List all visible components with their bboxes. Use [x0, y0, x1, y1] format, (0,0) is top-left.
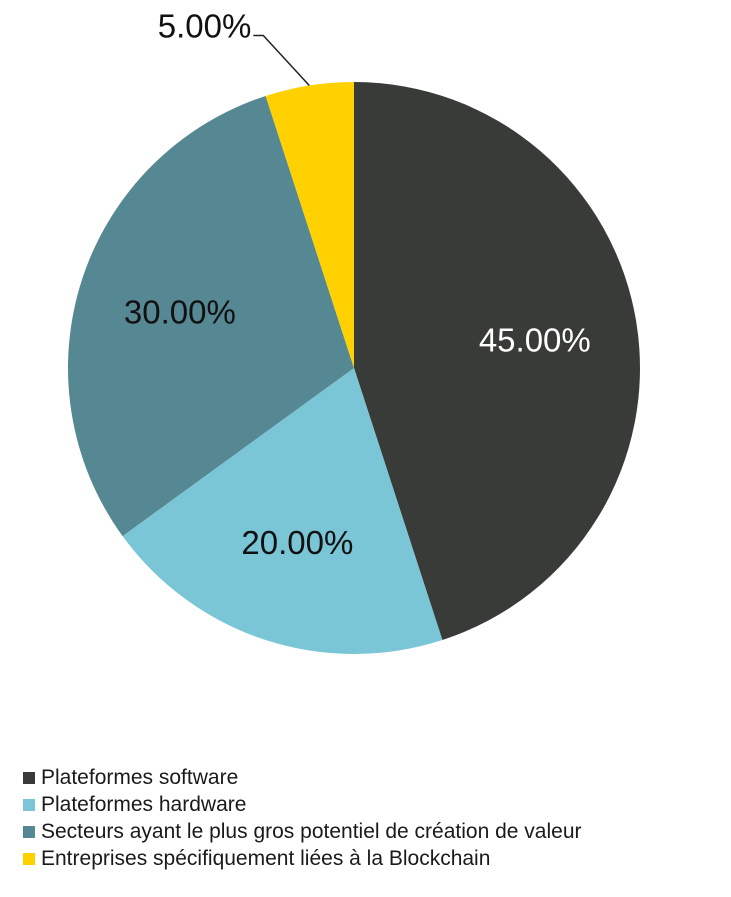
legend-item-software: Plateformes software: [23, 764, 582, 791]
legend-label-software: Plateformes software: [41, 765, 239, 789]
legend-label-hardware: Plateformes hardware: [41, 792, 247, 816]
legend-swatch-secteurs: [23, 825, 35, 838]
data-label-blockchain: 5.00%: [158, 8, 252, 45]
legend-item-secteurs: Secteurs ayant le plus gros potentiel de…: [23, 818, 582, 845]
pie-slice-blockchain: [265, 82, 354, 368]
leader-line-blockchain: [253, 34, 310, 87]
legend-label-secteurs: Secteurs ayant le plus gros potentiel de…: [41, 819, 582, 843]
pie-slice-hardware: [122, 368, 443, 654]
legend-item-hardware: Plateformes hardware: [23, 791, 582, 818]
pie-slice-secteurs: [67, 96, 355, 537]
legend-label-blockchain: Entreprises spécifiquement liées à la Bl…: [41, 846, 491, 870]
data-label-software: 45.00%: [479, 321, 591, 358]
pie-data-labels: 45.00% 20.00% 30.00% 5.00%: [124, 8, 591, 562]
pie-chart: 45.00% 20.00% 30.00% 5.00%: [67, 8, 640, 654]
pie-slices: [67, 82, 640, 654]
pie-slice-software: [354, 82, 640, 640]
legend: Plateformes software Plateformes hardwar…: [23, 764, 582, 872]
legend-swatch-software: [23, 771, 35, 784]
data-label-secteurs: 30.00%: [124, 293, 236, 330]
legend-item-blockchain: Entreprises spécifiquement liées à la Bl…: [23, 845, 582, 872]
legend-swatch-blockchain: [23, 852, 35, 865]
legend-swatch-hardware: [23, 798, 35, 811]
data-label-hardware: 20.00%: [241, 524, 353, 561]
